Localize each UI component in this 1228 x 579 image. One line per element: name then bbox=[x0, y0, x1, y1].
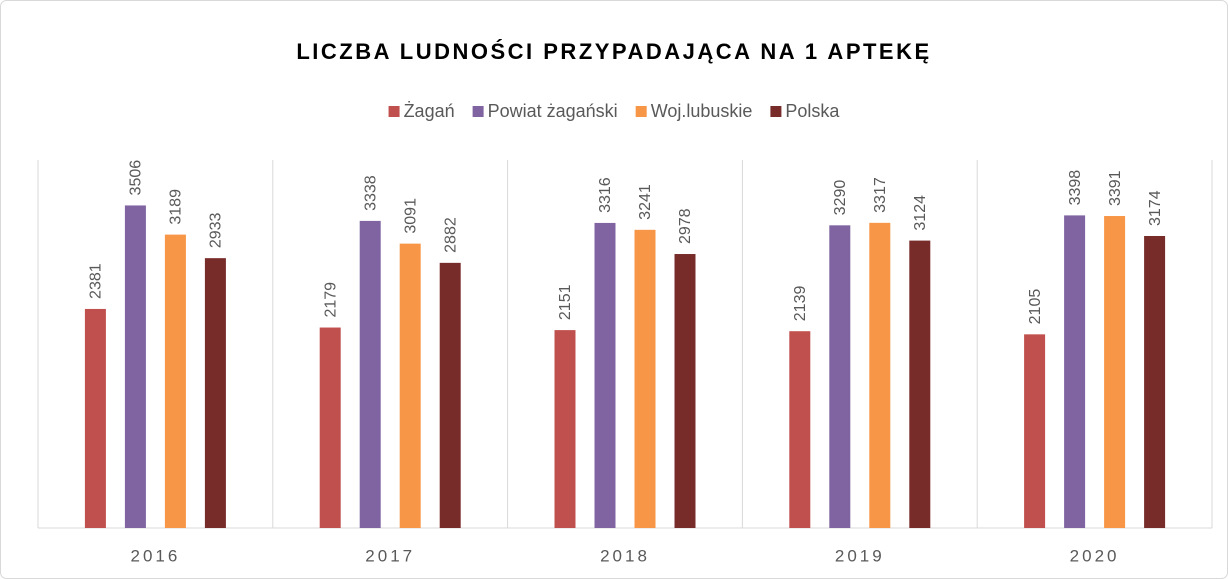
value-label: 2882 bbox=[442, 217, 459, 253]
bar bbox=[164, 234, 186, 528]
value-label: 3317 bbox=[872, 177, 889, 213]
x-tick-label: 2017 bbox=[365, 546, 415, 565]
bar bbox=[1104, 216, 1126, 528]
value-label: 3338 bbox=[362, 175, 379, 211]
value-label: 2151 bbox=[557, 284, 574, 320]
bar bbox=[124, 205, 146, 528]
bar bbox=[1024, 334, 1046, 528]
bar bbox=[204, 258, 226, 528]
legend-label: Woj.lubuskie bbox=[651, 101, 753, 121]
legend-label: Polska bbox=[785, 101, 840, 121]
x-tick-label: 2016 bbox=[130, 546, 180, 565]
bar bbox=[319, 327, 341, 528]
value-label: 3290 bbox=[832, 180, 849, 216]
value-label: 2105 bbox=[1027, 289, 1044, 325]
bar bbox=[439, 262, 461, 528]
legend: Żagań Powiat żagański Woj.lubuskie Polska bbox=[388, 101, 840, 121]
value-label: 3241 bbox=[637, 184, 654, 220]
value-label: 2179 bbox=[322, 282, 339, 318]
value-label: 3091 bbox=[402, 198, 419, 234]
legend-swatch bbox=[770, 106, 782, 117]
bar bbox=[829, 225, 851, 528]
bar bbox=[1144, 235, 1166, 528]
bar bbox=[84, 308, 106, 528]
value-label: 3506 bbox=[128, 160, 145, 196]
legend-label: Powiat żagański bbox=[488, 101, 618, 121]
bar bbox=[594, 222, 616, 529]
value-label: 3189 bbox=[168, 189, 185, 225]
bar bbox=[399, 243, 421, 529]
value-label: 3174 bbox=[1147, 190, 1164, 226]
legend-swatch bbox=[635, 106, 647, 117]
value-label: 2139 bbox=[792, 286, 809, 322]
bar bbox=[869, 222, 891, 528]
x-tick-label: 2019 bbox=[835, 546, 885, 565]
x-tick-label: 2018 bbox=[600, 546, 650, 565]
value-label: 3391 bbox=[1107, 170, 1124, 206]
value-label: 3398 bbox=[1067, 170, 1084, 206]
legend-label: Żagań bbox=[404, 101, 455, 121]
bar bbox=[359, 220, 381, 529]
bar bbox=[789, 331, 811, 528]
bar bbox=[1064, 215, 1086, 528]
bar bbox=[634, 229, 656, 528]
value-label: 2978 bbox=[677, 208, 694, 244]
bar bbox=[674, 254, 696, 529]
bar bbox=[909, 240, 931, 529]
value-label: 2933 bbox=[208, 212, 225, 248]
value-label: 3316 bbox=[597, 177, 614, 213]
legend-swatch bbox=[388, 106, 400, 117]
chart-title: LICZBA LUDNOŚCI PRZYPADAJĄCA NA 1 APTEKĘ bbox=[296, 39, 931, 64]
x-tick-label: 2020 bbox=[1070, 546, 1120, 565]
bar bbox=[554, 330, 576, 528]
value-label: 2381 bbox=[88, 263, 105, 299]
value-label: 3124 bbox=[912, 195, 929, 231]
legend-swatch bbox=[472, 106, 484, 117]
